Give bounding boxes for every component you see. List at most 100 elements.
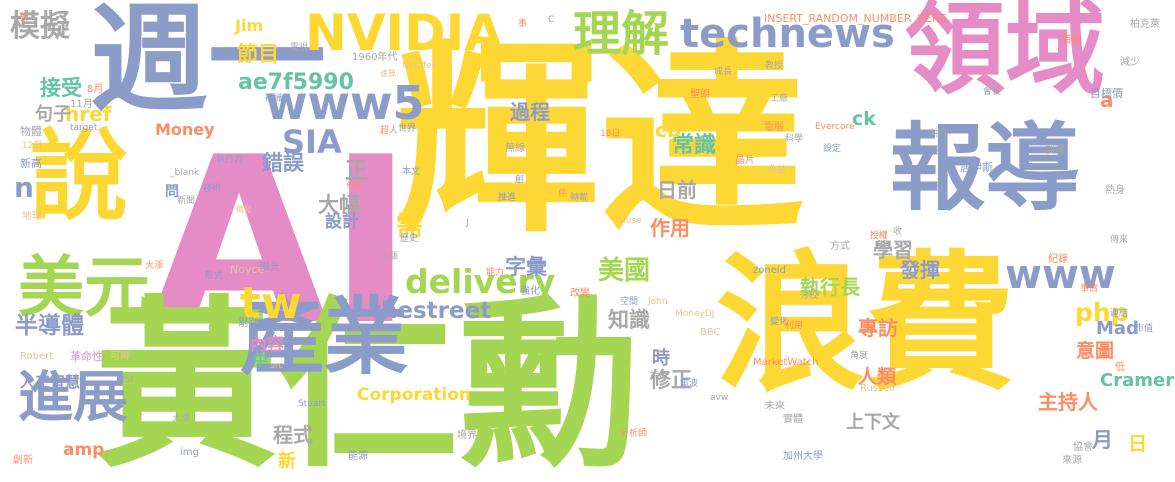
cloud-word: Money (155, 120, 215, 139)
cloud-word: 美元 (18, 249, 150, 326)
cloud-word: 內容 (250, 335, 284, 355)
cloud-word: 工廠 (770, 94, 789, 104)
cloud-word: 強化 (520, 286, 540, 297)
cloud-word: Jim (235, 16, 264, 35)
cloud-word: 利用 (785, 321, 804, 331)
cloud-word: 來源 (1062, 455, 1082, 466)
cloud-word: zoneid (753, 265, 786, 276)
cloud-word: 井凡 (930, 129, 949, 139)
cloud-word: Mad (1096, 318, 1139, 339)
cloud-word: 進展 (18, 365, 129, 429)
cloud-word: 革命性 (70, 350, 103, 363)
cloud-word: 18日 (600, 129, 621, 139)
cloud-word: 首圖 (1062, 35, 1082, 46)
cloud-word: 正 (345, 158, 368, 184)
cloud-word: 速算 (380, 69, 396, 78)
cloud-word: 新高 (20, 157, 42, 170)
cloud-word: Evercore (815, 122, 855, 132)
cloud-word: 世界 (398, 124, 417, 134)
cloud-word: 過程 (510, 100, 550, 124)
cloud-word: 包括 (346, 181, 362, 190)
cloud-word: 加州大學 (783, 451, 823, 462)
cloud-word: delivery (405, 262, 556, 301)
cloud-word: 產業 (240, 288, 409, 386)
cloud-word: Muse (618, 216, 642, 226)
cloud-word: _blank (170, 168, 200, 178)
cloud-word: ae7f5990 (238, 70, 354, 95)
cloud-word: 紀錄 (1048, 254, 1068, 265)
cloud-word: 改變 (570, 288, 590, 299)
cloud-word: 角度 (850, 351, 869, 361)
cloud-word: 電視 (290, 43, 309, 53)
cloud-word: 執行長 (800, 275, 860, 299)
cloud-word: 學習 (873, 238, 913, 262)
cloud-word: 分析師 (620, 429, 648, 439)
cloud-word: 專訪 (858, 316, 898, 340)
cloud-word: ck (852, 108, 876, 130)
cloud-word: 主持人 (1038, 390, 1098, 414)
cloud-word: 收益 (768, 165, 787, 175)
cloud-word: Stuart (298, 399, 326, 409)
cloud-word: Robert (20, 351, 54, 362)
cloud-word: 未來 (765, 401, 785, 412)
cloud-word: 日 (1128, 433, 1148, 455)
cloud-word: 教授 (765, 61, 784, 71)
cloud-word: n (14, 171, 34, 204)
cloud-word: 美國 (598, 256, 651, 286)
cloud-word: 歷史 (400, 234, 419, 244)
cloud-word: 技術 (203, 184, 222, 194)
cloud-word: target (70, 123, 98, 133)
cloud-word: 科學 (785, 134, 804, 144)
cloud-word: 超人 (380, 126, 399, 136)
cloud-word: 常識 (672, 133, 717, 158)
cloud-word: 推進 (498, 193, 517, 203)
cloud-word: img (180, 447, 199, 458)
cloud-word: 1960年代 (352, 52, 398, 63)
cloud-word: 居伊斯 (960, 161, 993, 174)
cloud-word: 價發 (236, 205, 252, 214)
cloud-word: 意圖 (1076, 340, 1115, 362)
cloud-word: 連結 (1110, 309, 1129, 319)
cloud-word: 黃仁勳 (95, 280, 641, 482)
cloud-word: 分校 (800, 291, 819, 301)
cloud-word: 錯誤 (262, 151, 304, 175)
cloud-word: 地球 (22, 211, 42, 222)
cloud-word: 可卿 (110, 351, 130, 362)
cloud-word: 上下文 (846, 412, 900, 433)
cloud-word: 東 (20, 13, 28, 22)
cloud-word: 聖朗 (690, 89, 710, 100)
cloud-word: 減少 (1120, 57, 1140, 68)
cloud-word: AI (150, 109, 414, 376)
cloud-word: MarketWatch (753, 357, 819, 368)
cloud-word: 指出 (650, 371, 669, 381)
cloud-word: 中 (253, 351, 269, 369)
cloud-word: a (1100, 88, 1114, 112)
cloud-word: John (648, 297, 668, 307)
cloud-word: 執行力 (216, 155, 244, 165)
cloud-word: 8月 (87, 84, 104, 95)
cloud-word: 收 (893, 227, 903, 237)
cloud-word: BBC (700, 327, 721, 338)
cloud-word: 知識 (608, 308, 650, 332)
cloud-word: src (270, 361, 284, 371)
cloud-word: avw (710, 393, 729, 403)
cloud-word: 件 (558, 189, 568, 199)
cloud-word: 大幅 (318, 193, 360, 217)
cloud-word: INSERT_RANDOM_NUMBER_HERE (764, 12, 947, 25)
cloud-word: J (466, 218, 469, 228)
cloud-word: 熱身 (1105, 185, 1125, 196)
cloud-word: Corporation (357, 385, 471, 405)
cloud-word: 本文 (402, 167, 421, 177)
cloud-word: 晶片 (735, 155, 755, 166)
cloud-word: thestreet (370, 298, 492, 324)
cloud-word: 電波 (680, 379, 699, 389)
cloud-word: Neuffer (402, 61, 436, 71)
cloud-word: 目標價 (1090, 87, 1123, 100)
cloud-word: 模擬 (10, 9, 70, 44)
cloud-word: 實體 (783, 414, 803, 425)
cloud-word: href (65, 102, 112, 126)
cloud-word: www5 (265, 76, 425, 130)
cloud-word: 修正 (650, 368, 692, 392)
cloud-word: 作用 (650, 216, 690, 240)
